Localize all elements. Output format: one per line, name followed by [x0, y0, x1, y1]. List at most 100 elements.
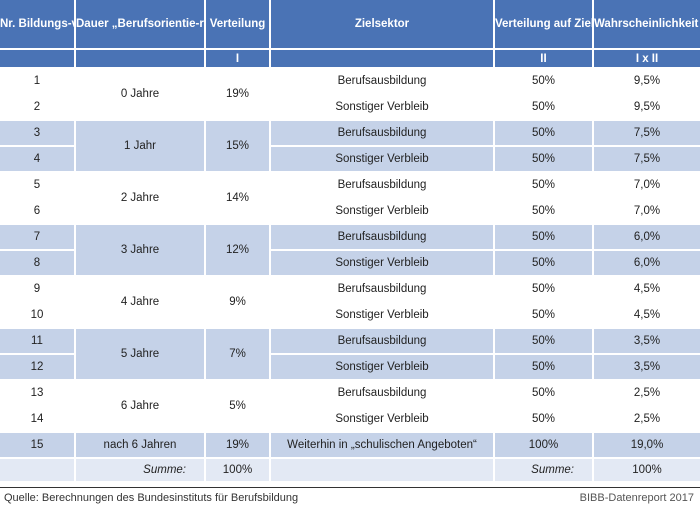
cell-zielsektor: Berufsausbildung — [271, 121, 495, 147]
cell-nr: 12 — [0, 355, 76, 381]
subheader-empty — [0, 50, 76, 69]
cell-zielsektor: Berufsausbildung — [271, 69, 495, 95]
cell-verteilung: 14% — [206, 173, 271, 225]
cell-dauer: 6 Jahre — [76, 381, 206, 433]
sum-empty — [271, 459, 495, 483]
cell-wahrscheinlichkeit: 2,5% — [594, 407, 700, 433]
header-row: Nr. Bildungs-verlauf Dauer „Berufsorient… — [0, 0, 700, 50]
cell-verteilung-ziel: 50% — [495, 69, 594, 95]
table-row: 4 Sonstiger Verbleib 50% 7,5% — [0, 147, 700, 173]
cell-verteilung-ziel: 50% — [495, 355, 594, 381]
cell-wahrscheinlichkeit: 4,5% — [594, 277, 700, 303]
cell-verteilung-ziel: 50% — [495, 147, 594, 173]
cell-verteilung-ziel: 50% — [495, 199, 594, 225]
cell-dauer: 2 Jahre — [76, 173, 206, 225]
cell-verteilung-ziel: 50% — [495, 225, 594, 251]
cell-verteilung: 15% — [206, 121, 271, 173]
cell-nr: 6 — [0, 199, 76, 225]
cell-nr: 4 — [0, 147, 76, 173]
sum-empty — [0, 459, 76, 483]
source-note: Quelle: Berechnungen des Bundesinstituts… — [4, 492, 299, 504]
sum-label-left: Summe: — [76, 459, 206, 483]
cell-wahrscheinlichkeit: 6,0% — [594, 251, 700, 277]
data-table: Nr. Bildungs-verlauf Dauer „Berufsorient… — [0, 0, 700, 483]
header-verteilung: Verteilung — [206, 0, 271, 50]
table-row: 2 Sonstiger Verbleib 50% 9,5% — [0, 95, 700, 121]
subheader-verteilung: I — [206, 50, 271, 69]
table-row: 11 5 Jahre 7% Berufsausbildung 50% 3,5% — [0, 329, 700, 381]
cell-zielsektor: Berufsausbildung — [271, 173, 495, 199]
table-row: 7 3 Jahre 12% Berufsausbildung 50% 6,0% — [0, 225, 700, 277]
cell-zielsektor: Sonstiger Verbleib — [271, 303, 495, 329]
cell-zielsektor: Sonstiger Verbleib — [271, 407, 495, 433]
cell-zielsektor: Sonstiger Verbleib — [271, 251, 495, 277]
table-row: 8 Sonstiger Verbleib 50% 6,0% — [0, 251, 700, 277]
cell-wahrscheinlichkeit: 7,5% — [594, 147, 700, 173]
table-row: 6 Sonstiger Verbleib 50% 7,0% — [0, 199, 700, 225]
cell-verteilung-ziel: 50% — [495, 381, 594, 407]
table-row: 5 2 Jahre 14% Berufsausbildung 50% 7,0% — [0, 173, 700, 225]
cell-nr: 3 — [0, 121, 76, 147]
cell-verteilung: 9% — [206, 277, 271, 329]
cell-wahrscheinlichkeit: 19,0% — [594, 433, 700, 459]
cell-verteilung-ziel: 50% — [495, 251, 594, 277]
cell-dauer: 3 Jahre — [76, 225, 206, 277]
cell-verteilung-ziel: 50% — [495, 329, 594, 355]
cell-verteilung-ziel: 50% — [495, 407, 594, 433]
cell-verteilung: 5% — [206, 381, 271, 433]
cell-dauer: nach 6 Jahren — [76, 433, 206, 459]
cell-wahrscheinlichkeit: 3,5% — [594, 355, 700, 381]
cell-wahrscheinlichkeit: 7,5% — [594, 121, 700, 147]
table-row: 1 0 Jahre 19% Berufsausbildung 50% 9,5% — [0, 69, 700, 121]
cell-verteilung: 7% — [206, 329, 271, 381]
cell-verteilung: 12% — [206, 225, 271, 277]
cell-nr: 5 — [0, 173, 76, 199]
cell-verteilung-ziel: 100% — [495, 433, 594, 459]
cell-dauer: 0 Jahre — [76, 69, 206, 121]
cell-zielsektor: Sonstiger Verbleib — [271, 199, 495, 225]
cell-nr: 10 — [0, 303, 76, 329]
cell-verteilung-ziel: 50% — [495, 121, 594, 147]
header-nr: Nr. Bildungs-verlauf — [0, 0, 76, 50]
cell-nr: 8 — [0, 251, 76, 277]
header-wahrscheinlichkeit: Wahrscheinlichkeit für Zielsektor (ohne … — [594, 0, 700, 50]
table-row: 10 Sonstiger Verbleib 50% 4,5% — [0, 303, 700, 329]
cell-dauer: 4 Jahre — [76, 277, 206, 329]
cell-dauer: 1 Jahr — [76, 121, 206, 173]
cell-wahrscheinlichkeit: 2,5% — [594, 381, 700, 407]
subheader-empty — [76, 50, 206, 69]
table-row: 12 Sonstiger Verbleib 50% 3,5% — [0, 355, 700, 381]
cell-zielsektor: Sonstiger Verbleib — [271, 95, 495, 121]
credit-note: BIBB-Datenreport 2017 — [579, 492, 694, 504]
header-verteilung-ziel: Verteilung auf Ziel-sektor — [495, 0, 594, 50]
cell-zielsektor: Berufsausbildung — [271, 381, 495, 407]
table-row: 15 nach 6 Jahren 19% Weiterhin in „schul… — [0, 433, 700, 459]
table-row: 14 Sonstiger Verbleib 50% 2,5% — [0, 407, 700, 433]
footer: Quelle: Berechnungen des Bundesinstituts… — [0, 487, 700, 510]
header-dauer: Dauer „Berufsorientie-rung und Ausbildun… — [76, 0, 206, 50]
subheader-verteilung-ziel: II — [495, 50, 594, 69]
subheader-row: I II I x II — [0, 50, 700, 69]
sum-verteilung: 100% — [206, 459, 271, 483]
cell-dauer: 5 Jahre — [76, 329, 206, 381]
cell-wahrscheinlichkeit: 6,0% — [594, 225, 700, 251]
cell-zielsektor: Berufsausbildung — [271, 329, 495, 355]
cell-nr: 13 — [0, 381, 76, 407]
cell-wahrscheinlichkeit: 9,5% — [594, 69, 700, 95]
cell-zielsektor: Berufsausbildung — [271, 225, 495, 251]
cell-wahrscheinlichkeit: 3,5% — [594, 329, 700, 355]
cell-verteilung-ziel: 50% — [495, 173, 594, 199]
table-row: 13 6 Jahre 5% Berufsausbildung 50% 2,5% — [0, 381, 700, 433]
cell-verteilung-ziel: 50% — [495, 303, 594, 329]
cell-verteilung: 19% — [206, 433, 271, 459]
cell-wahrscheinlichkeit: 7,0% — [594, 199, 700, 225]
cell-wahrscheinlichkeit: 4,5% — [594, 303, 700, 329]
cell-zielsektor: Berufsausbildung — [271, 277, 495, 303]
cell-zielsektor: Sonstiger Verbleib — [271, 355, 495, 381]
table-row: 3 1 Jahr 15% Berufsausbildung 50% 7,5% — [0, 121, 700, 173]
subheader-wahrscheinlichkeit: I x II — [594, 50, 700, 69]
cell-nr: 7 — [0, 225, 76, 251]
cell-nr: 14 — [0, 407, 76, 433]
sum-row: Summe: 100% Summe: 100% — [0, 459, 700, 483]
